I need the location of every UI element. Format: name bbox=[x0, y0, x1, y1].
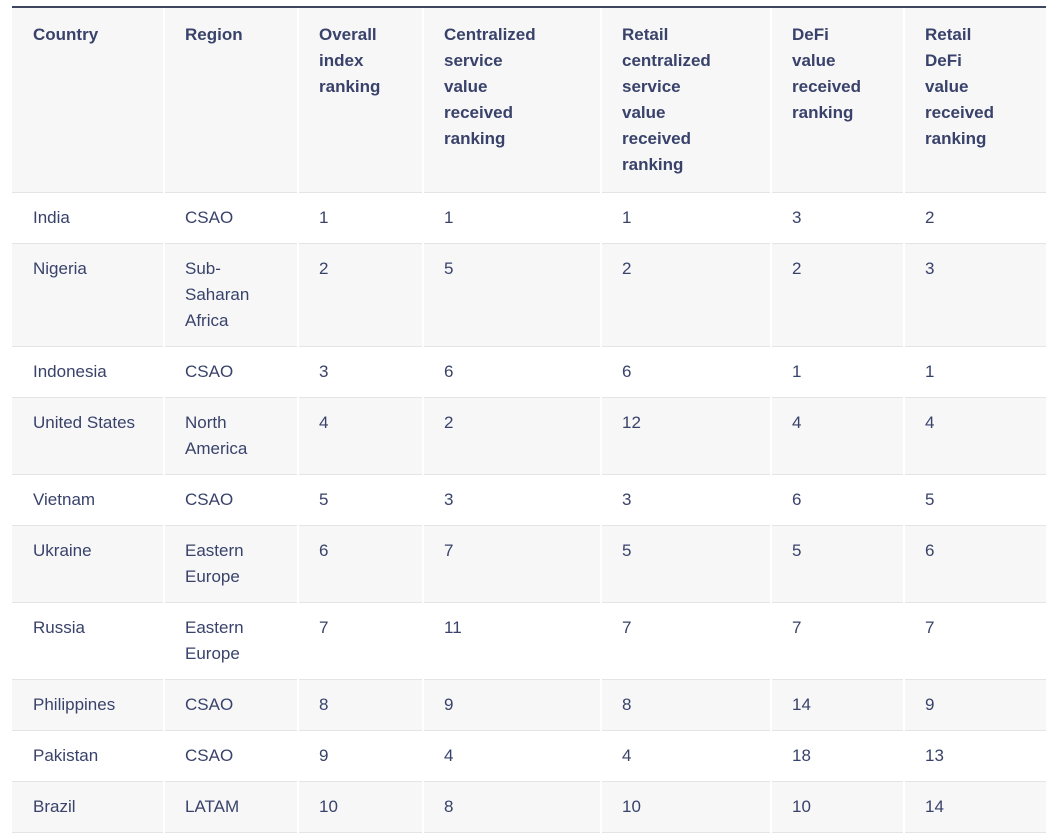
cell-country: Vietnam bbox=[12, 474, 164, 526]
cell-country: Indonesia bbox=[12, 346, 164, 398]
cell-overall-ranking: 9 bbox=[297, 730, 423, 782]
cell-region: Eastern Europe bbox=[163, 602, 298, 680]
cell-retail-centralized-ranking: 8 bbox=[600, 679, 771, 731]
table-row: Philippines CSAO 8 9 8 14 9 bbox=[12, 679, 1046, 731]
cell-overall-ranking: 8 bbox=[297, 679, 423, 731]
cell-defi-ranking: 3 bbox=[770, 192, 904, 244]
cell-region: CSAO bbox=[163, 730, 298, 782]
column-header: Retail DeFi value received ranking bbox=[903, 8, 1046, 193]
table-row: Nigeria Sub-Saharan Africa 2 5 2 2 3 bbox=[12, 243, 1046, 347]
cell-retail-centralized-ranking: 10 bbox=[600, 781, 771, 833]
cell-country: Philippines bbox=[12, 679, 164, 731]
cell-retail-defi-ranking: 9 bbox=[903, 679, 1046, 731]
crypto-adoption-rankings-table-wrap: Country Region Overall index ranking Centra… bbox=[12, 6, 1046, 833]
cell-region: LATAM bbox=[163, 781, 298, 833]
cell-defi-ranking: 5 bbox=[770, 525, 904, 603]
cell-overall-ranking: 1 bbox=[297, 192, 423, 244]
cell-country: Pakistan bbox=[12, 730, 164, 782]
table-row: United States North America 4 2 12 4 4 bbox=[12, 397, 1046, 475]
cell-retail-defi-ranking: 13 bbox=[903, 730, 1046, 782]
table-row: Russia Eastern Europe 7 11 7 7 7 bbox=[12, 602, 1046, 680]
cell-retail-defi-ranking: 2 bbox=[903, 192, 1046, 244]
cell-defi-ranking: 7 bbox=[770, 602, 904, 680]
cell-country: Nigeria bbox=[12, 243, 164, 347]
cell-centralized-service-ranking: 11 bbox=[422, 602, 601, 680]
table-header-row: Country Region Overall index ranking Centra… bbox=[12, 8, 1046, 193]
cell-retail-defi-ranking: 6 bbox=[903, 525, 1046, 603]
cell-defi-ranking: 18 bbox=[770, 730, 904, 782]
table-row: Indonesia CSAO 3 6 6 1 1 bbox=[12, 346, 1046, 398]
cell-retail-defi-ranking: 1 bbox=[903, 346, 1046, 398]
cell-region: North America bbox=[163, 397, 298, 475]
cell-retail-centralized-ranking: 12 bbox=[600, 397, 771, 475]
cell-defi-ranking: 6 bbox=[770, 474, 904, 526]
cell-retail-centralized-ranking: 3 bbox=[600, 474, 771, 526]
cell-region: CSAO bbox=[163, 192, 298, 244]
cell-defi-ranking: 10 bbox=[770, 781, 904, 833]
column-header: Retail centralized service value receive… bbox=[600, 8, 771, 193]
cell-retail-defi-ranking: 4 bbox=[903, 397, 1046, 475]
cell-defi-ranking: 2 bbox=[770, 243, 904, 347]
cell-retail-defi-ranking: 7 bbox=[903, 602, 1046, 680]
cell-retail-centralized-ranking: 2 bbox=[600, 243, 771, 347]
table-row: Brazil LATAM 10 8 10 10 14 bbox=[12, 781, 1046, 833]
cell-overall-ranking: 3 bbox=[297, 346, 423, 398]
cell-region: CSAO bbox=[163, 346, 298, 398]
cell-centralized-service-ranking: 1 bbox=[422, 192, 601, 244]
table-row: Vietnam CSAO 5 3 3 6 5 bbox=[12, 474, 1046, 526]
table-row: Pakistan CSAO 9 4 4 18 13 bbox=[12, 730, 1046, 782]
column-header: DeFi value received ranking bbox=[770, 8, 904, 193]
cell-centralized-service-ranking: 9 bbox=[422, 679, 601, 731]
cell-retail-centralized-ranking: 6 bbox=[600, 346, 771, 398]
cell-centralized-service-ranking: 7 bbox=[422, 525, 601, 603]
cell-region: Sub-Saharan Africa bbox=[163, 243, 298, 347]
cell-region: CSAO bbox=[163, 474, 298, 526]
cell-region: Eastern Europe bbox=[163, 525, 298, 603]
cell-defi-ranking: 1 bbox=[770, 346, 904, 398]
cell-overall-ranking: 10 bbox=[297, 781, 423, 833]
column-header: Overall index ranking bbox=[297, 8, 423, 193]
cell-country: Brazil bbox=[12, 781, 164, 833]
cell-retail-defi-ranking: 3 bbox=[903, 243, 1046, 347]
cell-retail-defi-ranking: 14 bbox=[903, 781, 1046, 833]
cell-overall-ranking: 7 bbox=[297, 602, 423, 680]
cell-country: Russia bbox=[12, 602, 164, 680]
cell-overall-ranking: 4 bbox=[297, 397, 423, 475]
column-header: Centralized service value received ranki… bbox=[422, 8, 601, 193]
cell-retail-centralized-ranking: 7 bbox=[600, 602, 771, 680]
cell-centralized-service-ranking: 6 bbox=[422, 346, 601, 398]
cell-overall-ranking: 6 bbox=[297, 525, 423, 603]
cell-defi-ranking: 14 bbox=[770, 679, 904, 731]
cell-country: United States bbox=[12, 397, 164, 475]
cell-country: Ukraine bbox=[12, 525, 164, 603]
cell-retail-centralized-ranking: 1 bbox=[600, 192, 771, 244]
cell-retail-centralized-ranking: 4 bbox=[600, 730, 771, 782]
table-row: India CSAO 1 1 1 3 2 bbox=[12, 192, 1046, 244]
cell-region: CSAO bbox=[163, 679, 298, 731]
cell-centralized-service-ranking: 3 bbox=[422, 474, 601, 526]
cell-retail-centralized-ranking: 5 bbox=[600, 525, 771, 603]
cell-centralized-service-ranking: 8 bbox=[422, 781, 601, 833]
cell-centralized-service-ranking: 2 bbox=[422, 397, 601, 475]
cell-defi-ranking: 4 bbox=[770, 397, 904, 475]
cell-centralized-service-ranking: 5 bbox=[422, 243, 601, 347]
cell-overall-ranking: 2 bbox=[297, 243, 423, 347]
cell-overall-ranking: 5 bbox=[297, 474, 423, 526]
cell-country: India bbox=[12, 192, 164, 244]
table-body: India CSAO 1 1 1 3 2 Nigeria Sub-Saharan Africa 2… bbox=[12, 192, 1046, 833]
rankings-table: Country Region Overall index ranking Centra… bbox=[12, 8, 1046, 833]
table-row: Ukraine Eastern Europe 6 7 5 5 6 bbox=[12, 525, 1046, 603]
cell-retail-defi-ranking: 5 bbox=[903, 474, 1046, 526]
cell-centralized-service-ranking: 4 bbox=[422, 730, 601, 782]
column-header: Country bbox=[12, 8, 164, 193]
column-header: Region bbox=[163, 8, 298, 193]
